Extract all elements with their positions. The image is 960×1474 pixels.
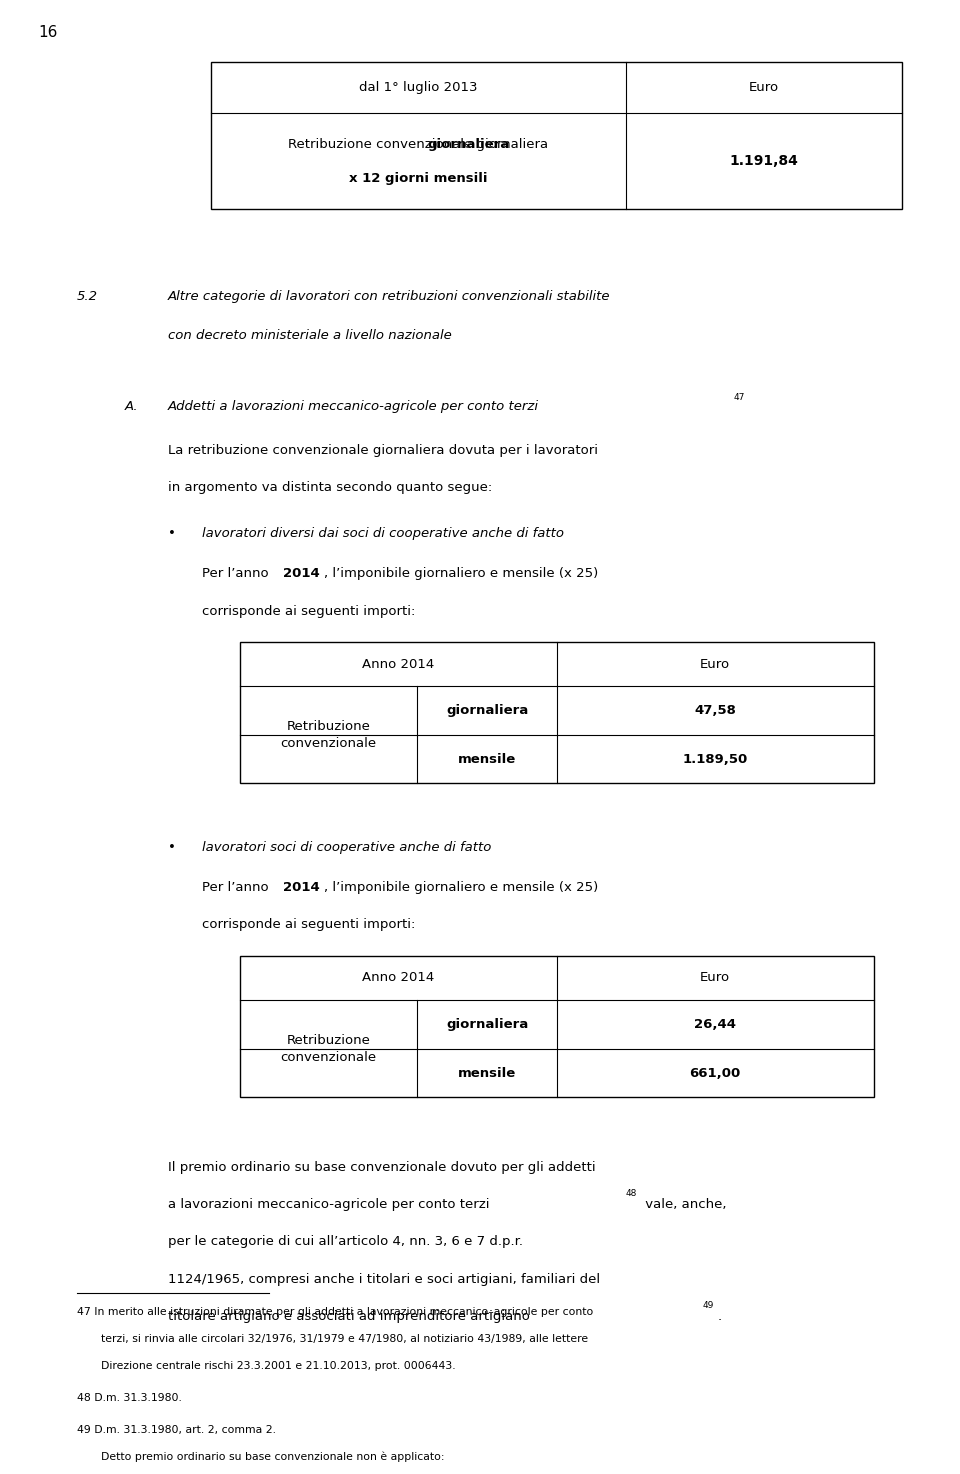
Text: 48: 48 — [626, 1190, 637, 1198]
Text: Euro: Euro — [700, 657, 731, 671]
Text: in argomento va distinta secondo quanto segue:: in argomento va distinta secondo quanto … — [168, 481, 492, 494]
Text: 49 D.m. 31.3.1980, art. 2, comma 2.: 49 D.m. 31.3.1980, art. 2, comma 2. — [77, 1425, 276, 1436]
Text: giornaliera: giornaliera — [427, 137, 510, 150]
Text: 49: 49 — [703, 1302, 714, 1310]
Text: 47: 47 — [733, 394, 745, 402]
Text: corrisponde ai seguenti importi:: corrisponde ai seguenti importi: — [202, 918, 415, 932]
Text: a lavorazioni meccanico-agricole per conto terzi: a lavorazioni meccanico-agricole per con… — [168, 1198, 490, 1212]
Text: x 12 giorni mensili: x 12 giorni mensili — [349, 172, 488, 186]
Text: 2014: 2014 — [283, 881, 320, 895]
Text: Retribuzione
convenzionale: Retribuzione convenzionale — [280, 1033, 376, 1064]
Bar — [240, 641, 874, 783]
Text: 5.2: 5.2 — [77, 290, 98, 302]
Text: A.: A. — [125, 401, 138, 413]
Text: 661,00: 661,00 — [689, 1067, 741, 1079]
Text: mensile: mensile — [458, 753, 516, 765]
Text: Anno 2014: Anno 2014 — [362, 657, 435, 671]
Text: Direzione centrale rischi 23.3.2001 e 21.10.2013, prot. 0006443.: Direzione centrale rischi 23.3.2001 e 21… — [101, 1361, 455, 1371]
Text: Il premio ordinario su base convenzionale dovuto per gli addetti: Il premio ordinario su base convenzional… — [168, 1160, 595, 1173]
Text: 16: 16 — [38, 25, 58, 40]
Text: Retribuzione convenzionale ​giornaliera: Retribuzione convenzionale ​giornaliera — [289, 137, 548, 150]
Bar — [240, 955, 874, 1097]
Text: Addetti a lavorazioni meccanico-agricole per conto terzi: Addetti a lavorazioni meccanico-agricole… — [168, 401, 539, 413]
Text: Euro: Euro — [700, 971, 731, 985]
Text: 2014: 2014 — [283, 567, 320, 581]
Text: terzi, si rinvia alle circolari 32/1976, 31/1979 e 47/1980, al notiziario 43/198: terzi, si rinvia alle circolari 32/1976,… — [101, 1334, 588, 1344]
Text: 47 In merito alle istruzioni diramate per gli addetti a lavorazioni meccanico–ag: 47 In merito alle istruzioni diramate pe… — [77, 1307, 593, 1318]
Text: •: • — [168, 526, 176, 539]
Text: giornaliera: giornaliera — [446, 1019, 528, 1030]
Text: dal 1° luglio 2013: dal 1° luglio 2013 — [359, 81, 478, 94]
Text: Altre categorie di lavoratori con retribuzioni convenzionali stabilite: Altre categorie di lavoratori con retrib… — [168, 290, 611, 302]
Bar — [211, 62, 902, 209]
Text: 47,58: 47,58 — [694, 705, 736, 716]
Text: 1124/1965, compresi anche i titolari e soci artigiani, familiari del: 1124/1965, compresi anche i titolari e s… — [168, 1272, 600, 1285]
Text: •: • — [168, 840, 176, 853]
Text: Anno 2014: Anno 2014 — [362, 971, 435, 985]
Text: lavoratori diversi dai soci di cooperative anche di fatto: lavoratori diversi dai soci di cooperati… — [202, 526, 564, 539]
Text: vale, anche,: vale, anche, — [641, 1198, 727, 1212]
Text: 26,44: 26,44 — [694, 1019, 736, 1030]
Text: 1.189,50: 1.189,50 — [683, 753, 748, 765]
Text: .: . — [718, 1310, 722, 1324]
Text: , l’imponibile giornaliero e mensile (x 25): , l’imponibile giornaliero e mensile (x … — [324, 881, 599, 895]
Text: con decreto ministeriale a livello nazionale: con decreto ministeriale a livello nazio… — [168, 329, 452, 342]
Text: giornaliera: giornaliera — [446, 705, 528, 716]
Text: titolare artigiano e associati ad imprenditore artigiano: titolare artigiano e associati ad impren… — [168, 1310, 530, 1324]
Text: lavoratori soci di cooperative anche di fatto: lavoratori soci di cooperative anche di … — [202, 840, 491, 853]
Text: La retribuzione convenzionale giornaliera dovuta per i lavoratori: La retribuzione convenzionale giornalier… — [168, 444, 598, 457]
Text: 1.191,84: 1.191,84 — [730, 155, 799, 168]
Text: 48 D.m. 31.3.1980.: 48 D.m. 31.3.1980. — [77, 1393, 181, 1403]
Text: mensile: mensile — [458, 1067, 516, 1079]
Text: Euro: Euro — [749, 81, 780, 94]
Text: per le categorie di cui all’articolo 4, nn. 3, 6 e 7 d.p.r.: per le categorie di cui all’articolo 4, … — [168, 1235, 523, 1248]
Text: , l’imponibile giornaliero e mensile (x 25): , l’imponibile giornaliero e mensile (x … — [324, 567, 599, 581]
Text: corrisponde ai seguenti importi:: corrisponde ai seguenti importi: — [202, 604, 415, 618]
Text: Per l’anno: Per l’anno — [202, 567, 273, 581]
Text: giornaliera: giornaliera — [427, 137, 510, 150]
Text: Per l’anno: Per l’anno — [202, 881, 273, 895]
Text: Retribuzione
convenzionale: Retribuzione convenzionale — [280, 719, 376, 750]
Text: Detto premio ordinario su base convenzionale non è applicato:: Detto premio ordinario su base convenzio… — [101, 1452, 444, 1462]
